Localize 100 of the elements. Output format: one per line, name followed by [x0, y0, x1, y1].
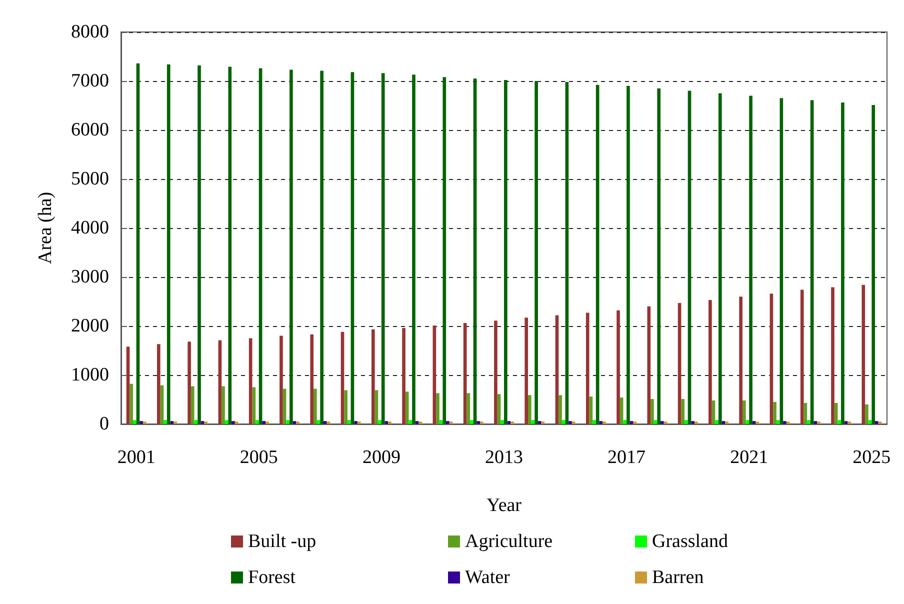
y-tick-label: 2000 — [71, 316, 109, 336]
bar — [586, 312, 590, 424]
legend-label: Forest — [248, 567, 296, 588]
bar — [565, 82, 569, 424]
bar — [350, 72, 354, 424]
bar — [126, 346, 130, 424]
x-tick-label: 2025 — [852, 447, 891, 468]
bar — [844, 421, 848, 424]
bar — [555, 315, 559, 424]
bar — [538, 421, 542, 424]
bar — [684, 420, 688, 424]
bar — [838, 420, 842, 424]
x-tick-label: 2009 — [362, 447, 400, 468]
bar — [654, 420, 658, 424]
bar — [780, 98, 784, 424]
bar — [616, 310, 620, 424]
bar — [647, 306, 651, 424]
bar — [660, 421, 664, 424]
bar — [742, 400, 746, 424]
bar — [749, 96, 752, 424]
bar — [198, 65, 201, 424]
bar — [344, 390, 348, 424]
bar — [280, 336, 283, 424]
bar — [623, 420, 627, 424]
bar — [739, 296, 742, 424]
bar — [432, 326, 436, 424]
bar — [681, 399, 685, 424]
bar — [310, 334, 314, 424]
y-tick-label: 5000 — [71, 168, 109, 190]
legend-label: Grassland — [652, 531, 728, 552]
bar — [384, 421, 388, 424]
bar — [190, 386, 194, 424]
bar — [528, 395, 532, 424]
bar — [378, 420, 382, 424]
y-axis-title: Area (ha) — [35, 192, 56, 264]
bar — [314, 388, 317, 424]
bar — [504, 80, 508, 424]
bar — [746, 420, 750, 424]
bar — [558, 395, 562, 424]
y-tick-label: 8000 — [71, 22, 109, 42]
bar — [804, 402, 808, 424]
bar — [374, 390, 378, 424]
bar — [188, 342, 191, 424]
bar — [592, 420, 596, 424]
bar — [678, 302, 682, 424]
bar — [807, 420, 810, 424]
bar — [626, 86, 630, 424]
bar — [865, 404, 868, 424]
bar — [256, 420, 259, 424]
bar — [405, 392, 409, 424]
legend-label: Water — [465, 567, 511, 588]
bar — [164, 420, 167, 424]
bar — [589, 396, 593, 424]
bar — [770, 294, 774, 424]
bar — [620, 398, 624, 424]
bar — [232, 421, 235, 424]
bar — [800, 290, 804, 424]
x-tick-label: 2021 — [730, 447, 768, 468]
x-tick-label: 2013 — [485, 447, 523, 468]
bar — [228, 66, 232, 424]
bar — [157, 344, 160, 424]
bar — [412, 74, 416, 424]
bar — [222, 386, 225, 424]
y-tick-label: 3000 — [71, 266, 109, 288]
bar — [872, 105, 875, 424]
legend-label: Built -up — [248, 531, 316, 552]
bar — [500, 420, 504, 424]
bar — [408, 420, 412, 424]
bar — [140, 421, 143, 424]
y-tick-label: 0 — [100, 414, 109, 434]
bar — [688, 90, 692, 424]
bar — [194, 420, 198, 424]
bar — [497, 394, 501, 424]
y-tick-label: 7000 — [71, 70, 109, 92]
x-axis-title: Year — [486, 495, 522, 516]
bar — [752, 421, 756, 424]
bar — [354, 421, 358, 424]
bar — [286, 420, 290, 424]
bar — [507, 421, 511, 424]
bar — [650, 399, 654, 424]
bar — [415, 421, 419, 424]
bar — [596, 84, 600, 424]
legend-label: Barren — [652, 567, 704, 588]
bar — [534, 81, 538, 424]
y-tick-label: 1000 — [71, 364, 109, 386]
bar — [160, 385, 164, 424]
bar — [323, 421, 327, 424]
bar — [473, 78, 477, 424]
bar — [347, 420, 351, 424]
legend-label: Agriculture — [465, 531, 553, 552]
bar — [568, 421, 572, 424]
bar — [248, 338, 252, 424]
bar — [718, 93, 722, 424]
bar — [562, 420, 566, 424]
bar — [463, 323, 467, 424]
bar — [436, 393, 440, 424]
bar — [446, 421, 450, 424]
bar — [292, 421, 296, 424]
bar — [442, 77, 446, 424]
bar — [316, 420, 320, 424]
